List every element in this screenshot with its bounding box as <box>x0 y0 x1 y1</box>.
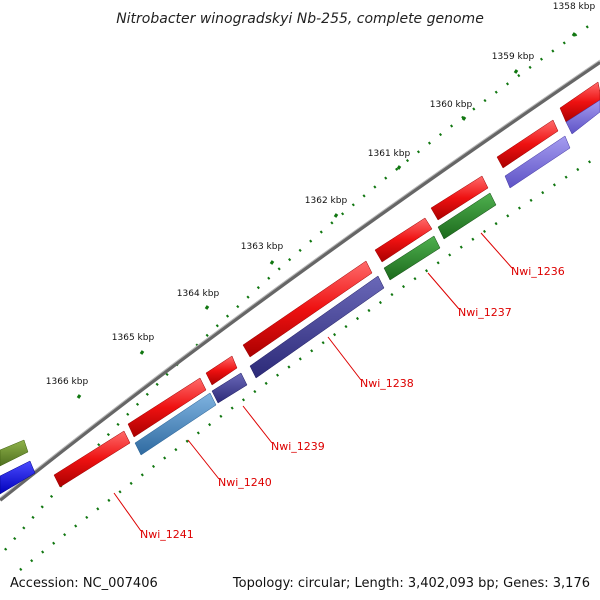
cds-feature[interactable] <box>134 392 217 456</box>
cds-feature[interactable] <box>53 430 131 488</box>
major-tick <box>513 69 519 74</box>
cds-feature[interactable] <box>205 355 238 386</box>
cds-feature[interactable] <box>430 175 489 221</box>
tick-label-1364: 1364 kbp <box>177 289 220 299</box>
tick-label-1363: 1363 kbp <box>241 242 284 252</box>
cds-feature[interactable] <box>0 439 29 467</box>
genome-summary-text: Topology: circular; Length: 3,402,093 bp… <box>232 576 590 591</box>
cds-feature[interactable] <box>242 260 373 358</box>
cds-feature[interactable] <box>565 99 600 135</box>
major-tick <box>571 32 577 37</box>
tick-label-1361: 1361 kbp <box>368 149 411 159</box>
genome-backbone-highlight <box>0 59 600 499</box>
leader-line <box>480 232 513 269</box>
major-tick <box>204 305 210 310</box>
cds-feature[interactable] <box>249 275 385 379</box>
tick-label-1366: 1366 kbp <box>46 377 89 387</box>
forward-strand-features <box>0 81 600 488</box>
major-ticks <box>76 32 577 399</box>
tick-label-1362: 1362 kbp <box>305 196 348 206</box>
ruler-outer <box>4 23 591 551</box>
tick-labels: 1358 kbp 1359 kbp 1360 kbp 1361 kbp 1362… <box>46 2 596 387</box>
accession-text: Accession: NC_007406 <box>10 576 158 591</box>
gene-labels: Nwi_1236 Nwi_1237 Nwi_1238 Nwi_1239 Nwi_… <box>140 265 565 541</box>
leader-line <box>327 336 362 381</box>
ruler-outer-dots <box>4 23 591 551</box>
leader-line <box>187 439 220 480</box>
tick-label-1360: 1360 kbp <box>430 100 473 110</box>
leader-line <box>242 405 273 444</box>
ruler-inner-dots <box>19 153 600 571</box>
major-tick <box>269 260 275 265</box>
cds-feature[interactable] <box>127 377 207 438</box>
cds-feature[interactable] <box>437 192 497 240</box>
major-tick <box>139 350 145 355</box>
tick-label-1359: 1359 kbp <box>492 52 535 62</box>
gene-label-nwi-1236[interactable]: Nwi_1236 <box>511 265 565 278</box>
gene-label-leaders <box>113 232 513 532</box>
leader-line <box>427 272 460 310</box>
cds-feature[interactable] <box>496 119 559 169</box>
genome-backbone <box>0 60 600 502</box>
cds-feature[interactable] <box>211 372 248 404</box>
ruler-inner <box>19 153 600 571</box>
gene-label-nwi-1240[interactable]: Nwi_1240 <box>218 476 272 489</box>
cds-feature[interactable] <box>383 235 441 281</box>
cds-feature[interactable] <box>374 217 433 263</box>
cds-feature[interactable] <box>0 460 36 495</box>
major-tick <box>333 213 339 218</box>
gene-label-nwi-1239[interactable]: Nwi_1239 <box>271 440 325 453</box>
gene-label-nwi-1241[interactable]: Nwi_1241 <box>140 528 194 541</box>
reverse-strand-features <box>0 99 600 495</box>
gene-label-nwi-1238[interactable]: Nwi_1238 <box>360 377 414 390</box>
major-tick <box>396 165 402 170</box>
tick-label-1358: 1358 kbp <box>553 2 596 12</box>
tick-label-1365: 1365 kbp <box>112 333 155 343</box>
cds-feature[interactable] <box>504 135 571 189</box>
major-tick <box>76 394 82 399</box>
map-title: Nitrobacter winogradskyi Nb-255, complet… <box>116 11 484 27</box>
leader-line <box>113 492 142 532</box>
gene-label-nwi-1237[interactable]: Nwi_1237 <box>458 306 512 319</box>
cds-feature[interactable] <box>559 81 600 123</box>
major-tick <box>461 116 467 121</box>
